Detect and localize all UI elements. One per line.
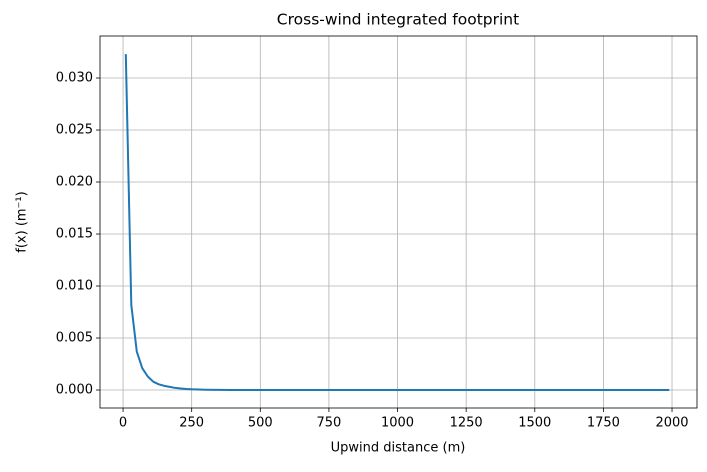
line xyxy=(124,54,670,392)
y-tick-label: 0.020 xyxy=(56,175,93,190)
y-tick-label: 0.030 xyxy=(56,71,93,86)
x-tick-label: 1000 xyxy=(381,416,414,431)
y-tick-label: 0.000 xyxy=(56,383,93,398)
x-tick-label: 0 xyxy=(119,416,127,431)
x-tick-label: 2000 xyxy=(655,416,688,431)
x-tick-label: 1750 xyxy=(587,416,620,431)
x-tick-label: 250 xyxy=(179,416,204,431)
y-tick-label: 0.015 xyxy=(56,227,93,242)
y-tick-label: 0.010 xyxy=(56,279,93,294)
y-tick-label: 0.025 xyxy=(56,123,93,138)
chart-title: Cross-wind integrated footprint xyxy=(277,11,519,29)
x-tick-label: 500 xyxy=(248,416,273,431)
x-axis-label: Upwind distance (m) xyxy=(331,441,466,456)
x-tick-label: 1500 xyxy=(518,416,551,431)
plot-frame xyxy=(99,35,698,409)
y-tick-label: 0.005 xyxy=(56,331,93,346)
y-axis-label: f(x) (m⁻¹) xyxy=(15,191,30,252)
x-tick-label: 750 xyxy=(317,416,342,431)
x-tick-label: 1250 xyxy=(450,416,483,431)
